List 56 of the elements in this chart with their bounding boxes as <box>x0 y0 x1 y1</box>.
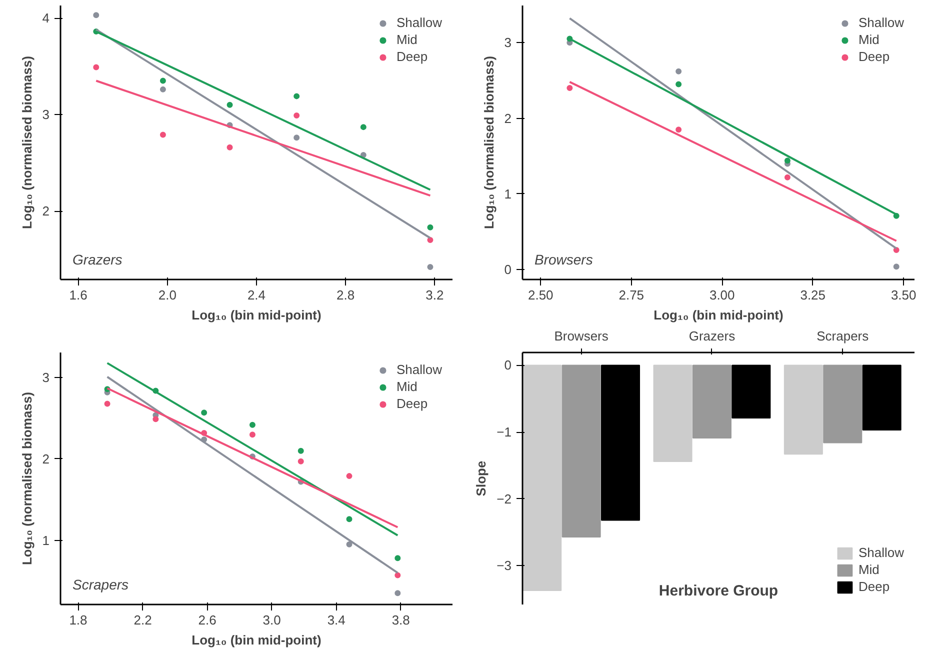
y-tick-label: 1 <box>504 186 512 202</box>
x-tick-label: 3.2 <box>426 288 444 302</box>
annotation: Grazers <box>72 252 122 268</box>
y-tick-label: 1 <box>42 532 50 548</box>
legend-label: Shallow <box>858 15 904 30</box>
legend-label: Shallow <box>396 15 442 30</box>
y-tick-label: 3 <box>42 107 50 122</box>
x-tick-label: 2.2 <box>134 612 152 628</box>
y-tick-label: 0 <box>504 262 512 278</box>
x-tick-label: 2.75 <box>618 288 644 302</box>
y-tick-label: −3 <box>496 558 512 574</box>
y-tick-label: 4 <box>42 10 50 26</box>
x-tick-label: 2.8 <box>336 288 355 302</box>
y-tick-label: 3 <box>504 35 512 50</box>
y-tick-label: 2 <box>42 451 50 466</box>
x-tick-label: 2.6 <box>198 612 216 628</box>
x-tick-label: 2.0 <box>158 288 176 302</box>
x-tick-label: 3.8 <box>392 612 410 628</box>
x-axis-title: Herbivore Group <box>658 582 778 600</box>
x-tick-label: 1.8 <box>69 612 88 628</box>
legend-label: Shallow <box>396 362 442 377</box>
y-tick-label: −2 <box>496 491 512 506</box>
legend-label: Deep <box>396 396 428 411</box>
x-tick-label: 3.0 <box>262 612 281 628</box>
legend-label: Shallow <box>858 545 904 560</box>
legend-label: Mid <box>396 32 418 47</box>
legend-label: Deep <box>858 49 890 64</box>
legend-label: Mid <box>858 562 880 577</box>
x-tick-label: 2.4 <box>247 288 266 302</box>
x-axis-title: Log₁₀ (bin mid-point) <box>192 308 322 322</box>
x-tick-label: 1.6 <box>69 288 88 302</box>
x-axis-title: Log₁₀ (bin mid-point) <box>192 632 322 648</box>
y-tick-label: 3 <box>42 370 50 386</box>
annotation: Browsers <box>534 252 593 268</box>
x-tick-label: 3.25 <box>800 288 826 302</box>
y-tick-label: −1 <box>496 424 512 440</box>
x-tick-label: Browsers <box>554 328 609 344</box>
y-axis-title: Log₁₀ (normalised biomass) <box>481 56 496 230</box>
y-axis-title: Log₁₀ (normalised biomass) <box>19 392 34 566</box>
x-tick-label: 3.00 <box>709 288 735 302</box>
y-tick-label: 2 <box>42 204 50 218</box>
y-axis-title: Log₁₀ (normalised biomass) <box>19 56 34 230</box>
legend-label: Deep <box>858 579 890 594</box>
y-tick-label: 2 <box>504 110 512 126</box>
legend-label: Mid <box>396 379 418 394</box>
x-axis-title: Log₁₀ (bin mid-point) <box>654 308 784 322</box>
x-tick-label: 3.50 <box>890 288 916 302</box>
x-tick-label: Grazers <box>688 328 736 344</box>
legend-label: Deep <box>396 49 428 64</box>
x-tick-label: 3.4 <box>327 612 346 628</box>
x-tick-label: Scrapers <box>816 328 870 344</box>
annotation: Scrapers <box>72 576 129 592</box>
legend-label: Mid <box>858 32 880 47</box>
y-tick-label: 0 <box>504 358 512 373</box>
x-tick-label: 2.50 <box>528 288 554 302</box>
y-axis-title: Slope <box>474 460 489 496</box>
